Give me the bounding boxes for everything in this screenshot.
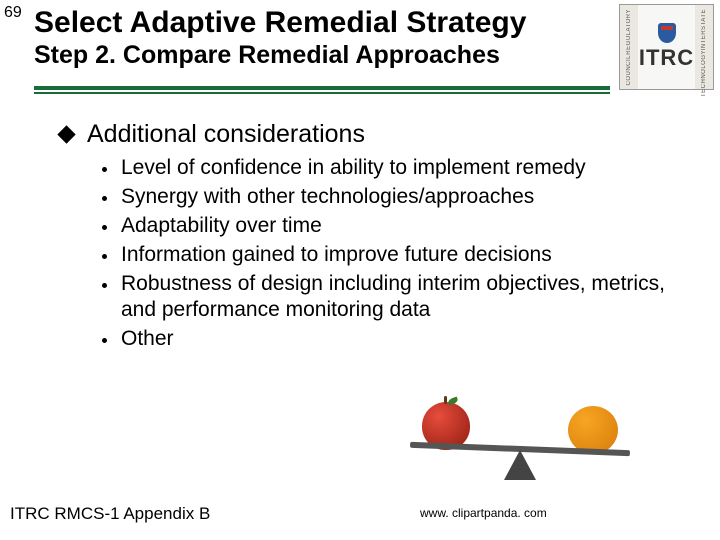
logo-right-bottom-text: TECHNOLOGY	[701, 50, 707, 97]
slide-subtitle: Step 2. Compare Remedial Approaches	[34, 41, 610, 70]
logo-left-top-text: REGULATORY	[626, 9, 632, 55]
slide-title: Select Adaptive Remedial Strategy	[34, 6, 610, 39]
sub-bullet-list: Level of confidence in ability to implem…	[102, 155, 680, 353]
footer-reference: ITRC RMCS-1 Appendix B	[10, 504, 210, 524]
bullet-dot-icon	[102, 225, 107, 230]
sub-bullet-text: Level of confidence in ability to implem…	[121, 155, 586, 182]
sub-bullet-text: Robustness of design including interim o…	[121, 271, 680, 325]
header: Select Adaptive Remedial Strategy Step 2…	[34, 6, 610, 70]
diamond-bullet-icon	[57, 125, 75, 143]
sub-bullet-text: Information gained to improve future dec…	[121, 242, 552, 269]
scale-fulcrum-icon	[504, 450, 536, 480]
list-item: Other	[102, 326, 680, 353]
logo-right-top-text: INTERSTATE	[701, 9, 707, 50]
sub-bullet-text: Other	[121, 326, 174, 353]
bullet-dot-icon	[102, 338, 107, 343]
list-item: Level of confidence in ability to implem…	[102, 155, 680, 182]
slide-number: 69	[4, 4, 22, 22]
content-area: Additional considerations Level of confi…	[60, 120, 680, 355]
list-item: Information gained to improve future dec…	[102, 242, 680, 269]
itrc-logo: REGULATORY COUNCIL ITRC INTERSTATE TECHN…	[619, 4, 714, 90]
bullet-dot-icon	[102, 254, 107, 259]
sub-bullet-text: Synergy with other technologies/approach…	[121, 184, 534, 211]
list-item: Robustness of design including interim o…	[102, 271, 680, 325]
logo-brand-text: ITRC	[639, 45, 694, 71]
footer-image-credit: www. clipartpanda. com	[420, 506, 547, 520]
main-bullet-row: Additional considerations	[60, 120, 680, 149]
logo-left-bottom-text: COUNCIL	[626, 55, 632, 86]
bullet-dot-icon	[102, 283, 107, 288]
orange-icon	[568, 406, 618, 454]
logo-shield-icon	[658, 23, 676, 43]
list-item: Synergy with other technologies/approach…	[102, 184, 680, 211]
sub-bullet-text: Adaptability over time	[121, 213, 322, 240]
divider	[34, 86, 610, 94]
bullet-dot-icon	[102, 196, 107, 201]
main-bullet-text: Additional considerations	[87, 120, 365, 149]
bullet-dot-icon	[102, 167, 107, 172]
balance-scale-illustration	[400, 390, 640, 500]
list-item: Adaptability over time	[102, 213, 680, 240]
